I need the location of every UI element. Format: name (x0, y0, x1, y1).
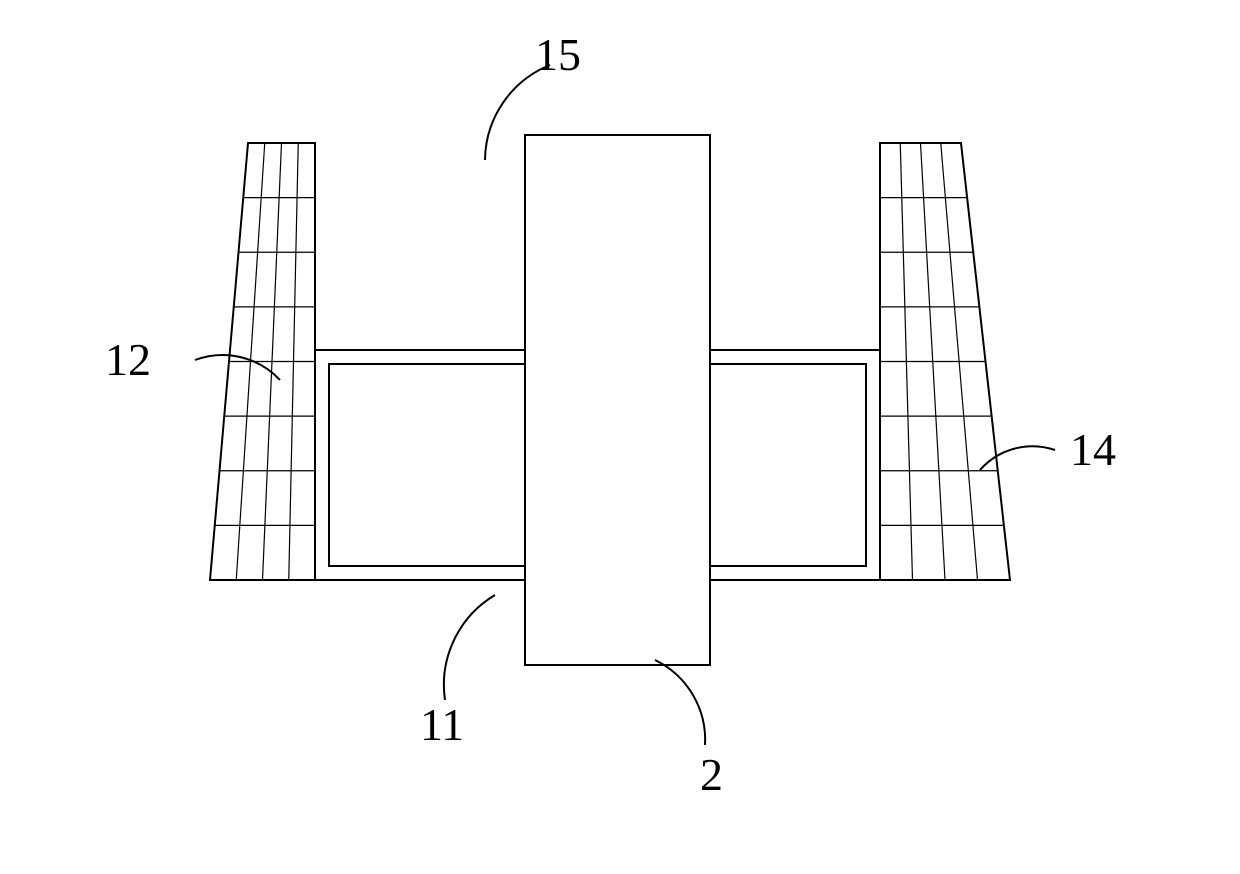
label-2: 2 (700, 749, 723, 800)
leader-11 (444, 595, 495, 700)
leader-12 (195, 355, 280, 380)
leader-2 (655, 660, 705, 745)
leader-14 (980, 446, 1055, 470)
label-11: 11 (420, 699, 464, 750)
center-column (525, 135, 710, 665)
label-14: 14 (1070, 424, 1116, 475)
left-building (210, 143, 315, 580)
right-building (880, 143, 1010, 580)
label-15: 15 (535, 29, 581, 80)
label-12: 12 (105, 334, 151, 385)
